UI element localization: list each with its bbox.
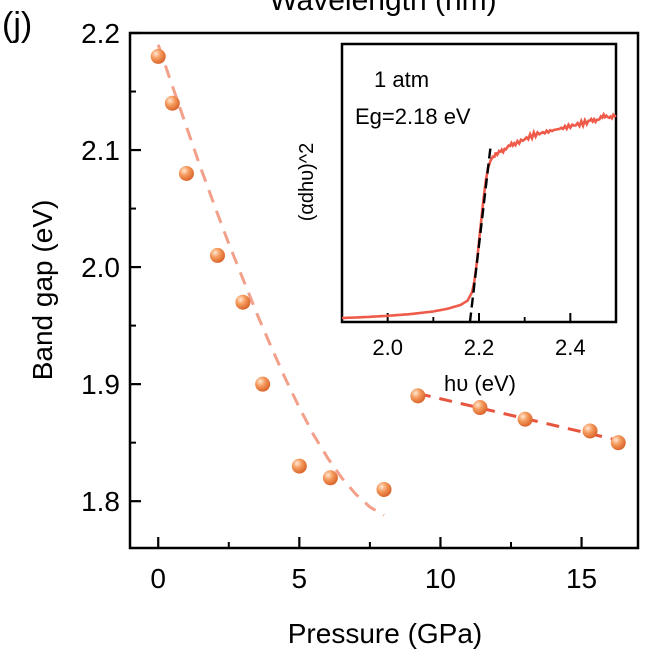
inset-annotation-eg: Eg=2.18 eV <box>355 104 471 129</box>
main-data-point <box>291 458 307 474</box>
main-plot-frame <box>128 31 640 550</box>
main-data-point <box>582 423 598 439</box>
main-data-points <box>150 48 626 497</box>
inset-x-tick-label: 2.0 <box>372 335 403 360</box>
inset-plot-frame <box>340 42 618 324</box>
main-y-tick-label: 2.0 <box>81 252 120 283</box>
top-axis-label: Wavelength (nm) <box>269 0 496 17</box>
main-data-point <box>150 48 166 64</box>
main-x-axis-label: Pressure (GPa) <box>288 618 483 649</box>
main-data-point <box>610 435 626 451</box>
inset-annotation-pressure: 1 atm <box>374 67 429 92</box>
inset-x-tick-label: 2.4 <box>555 335 586 360</box>
inset-x-axis-label: hυ (eV) <box>444 371 516 396</box>
main-y-tick-label: 2.1 <box>81 135 120 166</box>
panel-label: (j) <box>2 6 32 44</box>
main-data-point <box>517 411 533 427</box>
main-data-point <box>322 470 338 486</box>
main-y-axis-label: Band gap (eV) <box>27 200 58 381</box>
main-data-point <box>178 165 194 181</box>
main-x-tick-label: 10 <box>425 563 456 594</box>
main-y-tick-label: 2.2 <box>81 18 120 49</box>
main-data-point <box>376 481 392 497</box>
main-fit-lines <box>156 44 619 517</box>
inset-y-axis-label: (αdhυ)^2 <box>296 143 318 222</box>
main-data-point <box>255 376 271 392</box>
main-data-point <box>410 388 426 404</box>
main-data-point <box>235 294 251 310</box>
main-data-point <box>209 247 225 263</box>
inset-x-tick-label: 2.2 <box>464 335 495 360</box>
inset-curves <box>341 111 617 323</box>
main-fit-line-1 <box>156 44 385 517</box>
main-fit-line-2 <box>417 392 619 442</box>
inset-axis-ticks: 2.0 2.2 2.4 <box>341 313 617 360</box>
main-x-tick-label: 15 <box>566 563 597 594</box>
main-x-tick-label: 0 <box>150 563 166 594</box>
main-axis-ticks: 0 5 10 15 1.8 1.9 2.0 2.1 2.2 <box>81 18 597 594</box>
inset-spectrum-line <box>341 111 617 320</box>
main-y-tick-label: 1.8 <box>81 486 120 517</box>
main-data-point <box>472 400 488 416</box>
main-x-tick-label: 5 <box>292 563 308 594</box>
main-y-tick-label: 1.9 <box>81 369 120 400</box>
main-data-point <box>164 95 180 111</box>
